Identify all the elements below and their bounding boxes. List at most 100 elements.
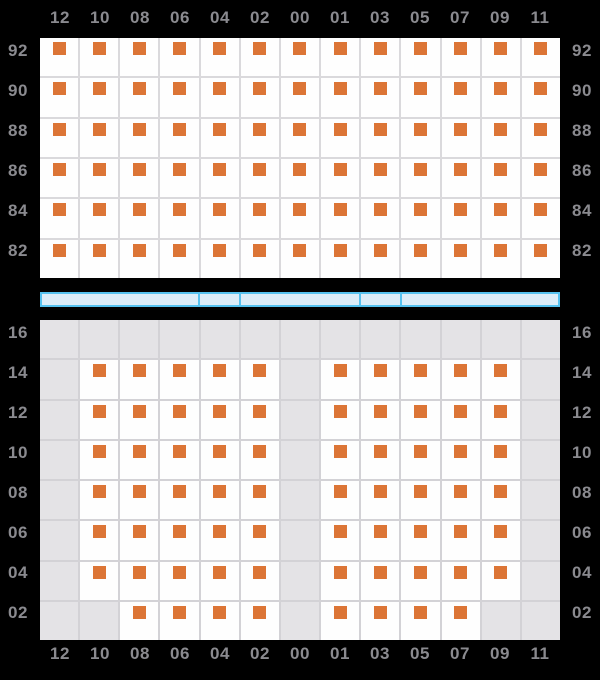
seat-cell[interactable] xyxy=(280,38,320,77)
seat-cell[interactable] xyxy=(481,521,520,560)
seat-cell[interactable] xyxy=(200,400,239,439)
seat-cell[interactable] xyxy=(321,440,360,479)
seat-cell[interactable] xyxy=(441,199,480,238)
seat-cell[interactable] xyxy=(120,158,159,198)
seat-cell[interactable] xyxy=(200,561,239,600)
seat-cell[interactable] xyxy=(80,360,119,399)
seat-cell[interactable] xyxy=(200,481,239,520)
seat-cell[interactable] xyxy=(401,239,440,278)
seat-cell[interactable] xyxy=(481,400,520,439)
seat-cell[interactable] xyxy=(441,78,480,117)
seat-cell[interactable] xyxy=(240,158,279,198)
seat-cell[interactable] xyxy=(120,601,159,640)
seat-cell[interactable] xyxy=(200,158,239,198)
seat-cell[interactable] xyxy=(321,199,360,238)
seat-cell[interactable] xyxy=(40,199,79,238)
seat-cell[interactable] xyxy=(120,360,159,399)
seat-cell[interactable] xyxy=(321,521,360,560)
seat-cell[interactable] xyxy=(120,521,159,560)
seat-cell[interactable] xyxy=(80,199,119,238)
seat-cell[interactable] xyxy=(240,440,279,479)
seat-cell[interactable] xyxy=(401,400,440,439)
seat-cell[interactable] xyxy=(40,78,79,117)
seat-cell[interactable] xyxy=(481,561,520,600)
seat-cell[interactable] xyxy=(441,118,480,157)
seat-cell[interactable] xyxy=(120,561,159,600)
seat-cell[interactable] xyxy=(401,78,440,117)
seat-cell[interactable] xyxy=(240,400,279,439)
seat-cell[interactable] xyxy=(321,481,360,520)
seat-cell[interactable] xyxy=(240,78,279,117)
seat-cell[interactable] xyxy=(401,521,440,560)
seat-cell[interactable] xyxy=(280,78,320,117)
seat-cell[interactable] xyxy=(160,158,199,198)
seat-cell[interactable] xyxy=(40,239,79,278)
seat-cell[interactable] xyxy=(481,199,520,238)
seat-cell[interactable] xyxy=(160,360,199,399)
seat-cell[interactable] xyxy=(40,118,79,157)
seat-cell[interactable] xyxy=(521,78,560,117)
seat-cell[interactable] xyxy=(280,118,320,157)
seat-cell[interactable] xyxy=(401,481,440,520)
seat-cell[interactable] xyxy=(521,118,560,157)
seat-cell[interactable] xyxy=(80,118,119,157)
seat-cell[interactable] xyxy=(401,561,440,600)
seat-cell[interactable] xyxy=(200,118,239,157)
seat-cell[interactable] xyxy=(160,601,199,640)
seat-cell[interactable] xyxy=(80,158,119,198)
seat-cell[interactable] xyxy=(441,239,480,278)
seat-cell[interactable] xyxy=(40,158,79,198)
seat-cell[interactable] xyxy=(280,158,320,198)
seat-cell[interactable] xyxy=(120,481,159,520)
seat-cell[interactable] xyxy=(80,440,119,479)
seat-cell[interactable] xyxy=(120,400,159,439)
seat-cell[interactable] xyxy=(481,440,520,479)
seat-cell[interactable] xyxy=(240,601,279,640)
seat-cell[interactable] xyxy=(160,521,199,560)
seat-cell[interactable] xyxy=(361,601,400,640)
seat-cell[interactable] xyxy=(441,481,480,520)
seat-cell[interactable] xyxy=(321,239,360,278)
seat-cell[interactable] xyxy=(200,78,239,117)
seat-cell[interactable] xyxy=(321,360,360,399)
seat-cell[interactable] xyxy=(200,199,239,238)
seat-cell[interactable] xyxy=(441,38,480,77)
seat-cell[interactable] xyxy=(361,521,400,560)
seat-cell[interactable] xyxy=(481,360,520,399)
seat-cell[interactable] xyxy=(361,360,400,399)
seat-cell[interactable] xyxy=(481,118,520,157)
seat-cell[interactable] xyxy=(361,400,400,439)
seat-cell[interactable] xyxy=(240,561,279,600)
seat-cell[interactable] xyxy=(321,158,360,198)
seat-cell[interactable] xyxy=(321,561,360,600)
seat-cell[interactable] xyxy=(40,38,79,77)
seat-cell[interactable] xyxy=(120,239,159,278)
seat-cell[interactable] xyxy=(160,481,199,520)
seat-cell[interactable] xyxy=(441,360,480,399)
seat-cell[interactable] xyxy=(441,400,480,439)
seat-cell[interactable] xyxy=(321,118,360,157)
seat-cell[interactable] xyxy=(361,440,400,479)
seat-cell[interactable] xyxy=(401,440,440,479)
seat-cell[interactable] xyxy=(80,521,119,560)
seat-cell[interactable] xyxy=(160,400,199,439)
seat-cell[interactable] xyxy=(401,199,440,238)
seat-cell[interactable] xyxy=(160,118,199,157)
seat-cell[interactable] xyxy=(80,561,119,600)
seat-cell[interactable] xyxy=(80,38,119,77)
seat-cell[interactable] xyxy=(481,158,520,198)
seat-cell[interactable] xyxy=(401,158,440,198)
seat-cell[interactable] xyxy=(120,78,159,117)
seat-cell[interactable] xyxy=(521,239,560,278)
seat-cell[interactable] xyxy=(441,601,480,640)
seat-cell[interactable] xyxy=(120,440,159,479)
seat-cell[interactable] xyxy=(321,38,360,77)
seat-cell[interactable] xyxy=(361,38,400,77)
seat-cell[interactable] xyxy=(401,118,440,157)
seat-cell[interactable] xyxy=(160,78,199,117)
seat-cell[interactable] xyxy=(441,561,480,600)
seat-cell[interactable] xyxy=(401,601,440,640)
seat-cell[interactable] xyxy=(240,239,279,278)
seat-cell[interactable] xyxy=(361,239,400,278)
seat-cell[interactable] xyxy=(80,78,119,117)
